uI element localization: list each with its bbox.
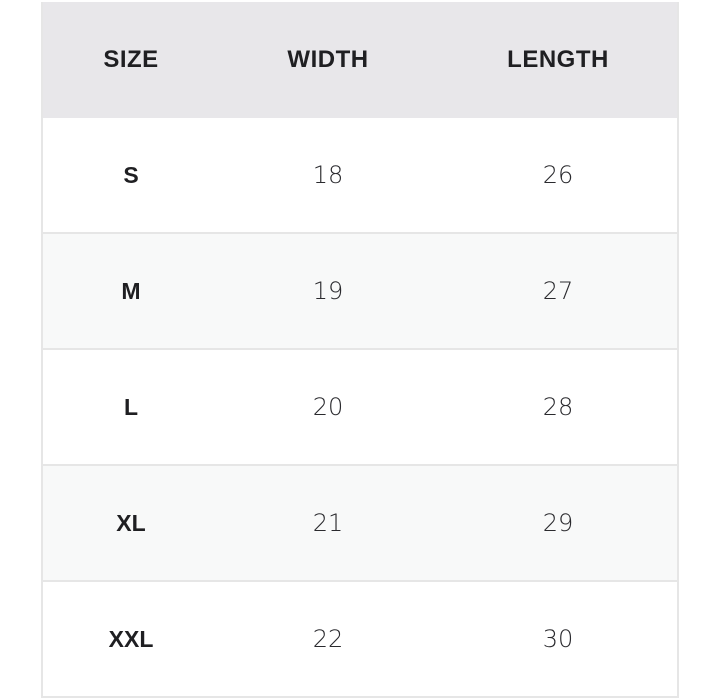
width-cell: 19 [312,277,344,305]
size-cell: M [121,277,141,304]
length-cell: 27 [542,277,574,305]
size-cell: S [123,161,139,188]
table-header: SIZE WIDTH LENGTH [43,2,677,118]
table-row: S 18 26 [43,118,677,234]
header-width: WIDTH [287,46,369,73]
length-cell: 30 [542,625,574,653]
size-cell: XL [116,509,146,536]
width-cell: 18 [312,161,344,189]
header-length: LENGTH [507,46,609,73]
table-row: XL 21 29 [43,466,677,582]
size-chart-table: SIZE WIDTH LENGTH S 18 26 M 19 27 L 20 28 XL 21 29 X… [41,2,679,698]
length-cell: 26 [542,161,574,189]
width-cell: 22 [312,625,344,653]
length-cell: 29 [542,509,574,537]
length-cell: 28 [542,393,574,421]
size-cell: L [123,393,139,420]
header-size: SIZE [103,46,159,73]
size-cell: XXL [108,625,154,652]
width-cell: 20 [312,393,344,421]
width-cell: 21 [312,509,344,537]
table-row: L 20 28 [43,350,677,466]
table-row: XXL 22 30 [43,582,677,698]
table-row: M 19 27 [43,234,677,350]
